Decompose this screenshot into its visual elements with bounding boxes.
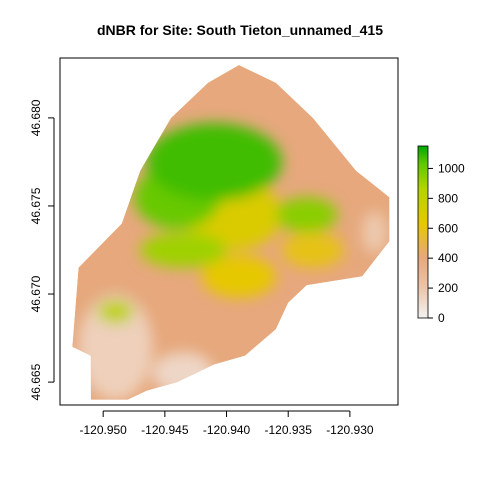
x-axis: -120.950 -120.945 -120.940 -120.935 -120.930 [79, 410, 374, 437]
severity-zone-0 [152, 352, 215, 395]
severity-zone-6 [97, 299, 135, 324]
y-tick-label-0: 46.665 [29, 363, 43, 400]
y-tick-label-3: 46.680 [29, 99, 43, 136]
x-tick-label-1: -120.945 [141, 423, 189, 437]
x-tick-label-2: -120.940 [203, 423, 251, 437]
severity-zone-10 [146, 123, 283, 201]
severity-zone-3 [282, 232, 344, 268]
legend-tick-label-3: 600 [438, 221, 458, 235]
legend-colorbar [417, 145, 429, 319]
page-title: dNBR for Site: South Tieton_unnamed_415 [97, 22, 383, 38]
legend-tick-label-5: 1000 [438, 161, 465, 175]
legend-tick-label-0: 0 [438, 311, 445, 325]
severity-zone-7 [140, 232, 227, 268]
x-tick-label-0: -120.950 [79, 423, 127, 437]
severity-zone-8 [275, 197, 338, 233]
legend-tick-label-1: 200 [438, 281, 458, 295]
legend-tick-label-4: 800 [438, 191, 458, 205]
severity-zone-1 [78, 294, 153, 400]
legend: 0 200 400 600 800 1000 [417, 145, 465, 325]
x-tick-label-4: -120.930 [326, 423, 374, 437]
y-tick-label-1: 46.670 [29, 275, 43, 312]
severity-zone-4 [201, 255, 276, 298]
y-tick-label-2: 46.675 [29, 187, 43, 224]
legend-tick-label-2: 400 [438, 251, 458, 265]
dnbr-raster [72, 65, 390, 400]
y-axis: 46.665 46.670 46.675 46.680 [29, 99, 55, 400]
severity-zone-2 [362, 211, 387, 254]
x-tick-label-3: -120.935 [265, 423, 313, 437]
plot-frame [59, 57, 399, 406]
